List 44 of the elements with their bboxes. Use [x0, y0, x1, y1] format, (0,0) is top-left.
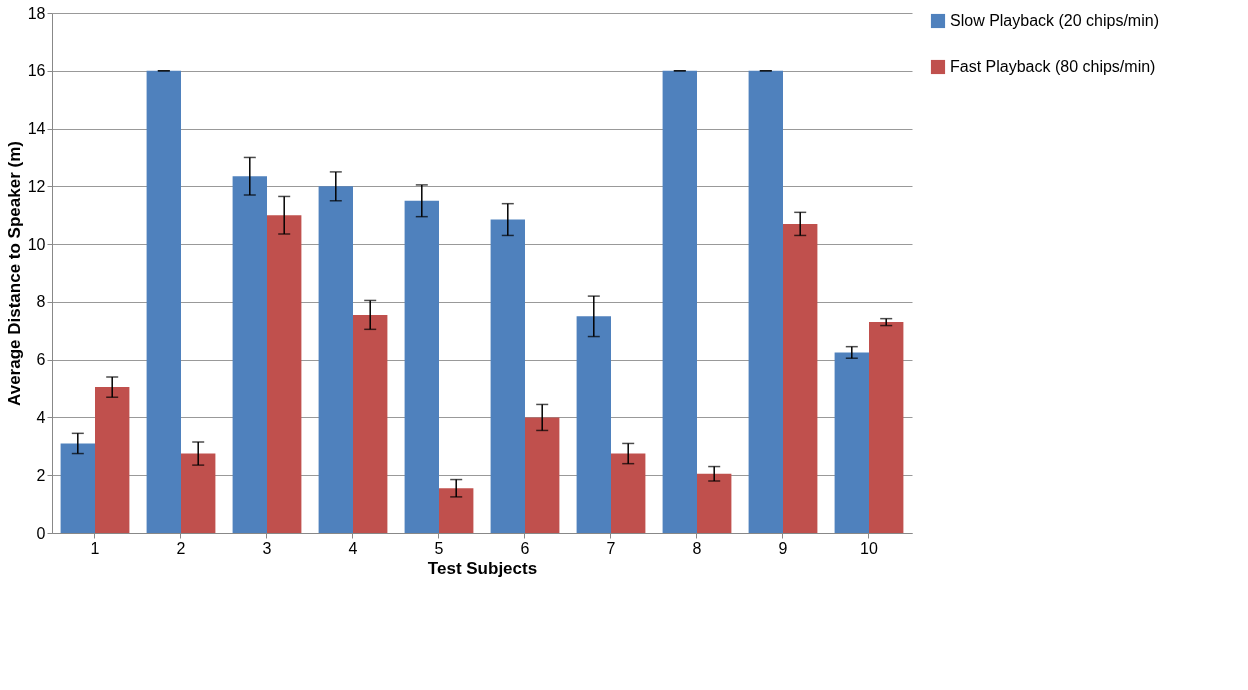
x-tick-label: 7 [606, 539, 616, 557]
x-tick-label: 8 [692, 539, 702, 557]
y-tick-label: 2 [36, 466, 46, 484]
bar [353, 314, 388, 533]
bar [834, 352, 869, 533]
bar [525, 417, 560, 533]
bar [146, 70, 181, 533]
y-tick-label: 10 [27, 235, 46, 253]
bar [181, 453, 216, 533]
x-tick-label: 2 [176, 539, 186, 557]
x-tick-label: 10 [860, 539, 878, 557]
bar [404, 200, 439, 533]
y-tick-label: 8 [36, 293, 46, 311]
bar [869, 322, 904, 533]
y-tick-label: 16 [27, 62, 46, 80]
bar [267, 215, 302, 533]
x-tick-label: 5 [434, 539, 444, 557]
x-tick-label: 3 [262, 539, 272, 557]
legend-label: Slow Playback (20 chips/min) [950, 12, 1159, 29]
x-tick-label: 4 [348, 539, 358, 557]
bar [611, 453, 646, 533]
y-tick-label: 12 [27, 177, 46, 195]
bar [439, 488, 474, 533]
bar [60, 443, 95, 533]
bar [697, 473, 732, 533]
bar [490, 219, 525, 533]
bar [576, 316, 611, 533]
x-axis-title: Test Subjects [427, 558, 538, 578]
y-tick-label: 18 [27, 4, 46, 22]
x-tick-label: 9 [778, 539, 788, 557]
bar [95, 387, 130, 533]
bar [662, 70, 697, 533]
bar [783, 223, 818, 533]
bar [748, 70, 783, 533]
bar [318, 186, 353, 533]
y-axis-title: Average Distance to Speaker (m) [4, 141, 24, 406]
y-tick-label: 14 [27, 120, 46, 138]
x-tick-label: 1 [90, 539, 100, 557]
x-tick-label: 6 [520, 539, 530, 557]
y-tick-label: 0 [36, 524, 46, 542]
legend-label: Fast Playback (80 chips/min) [950, 58, 1156, 75]
bar [232, 176, 267, 533]
y-tick-label: 6 [36, 351, 46, 369]
y-tick-label: 4 [36, 408, 46, 426]
